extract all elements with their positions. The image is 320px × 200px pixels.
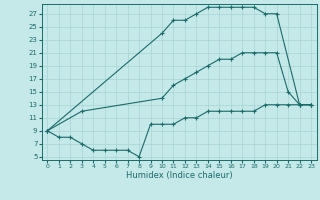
X-axis label: Humidex (Indice chaleur): Humidex (Indice chaleur)	[126, 171, 233, 180]
